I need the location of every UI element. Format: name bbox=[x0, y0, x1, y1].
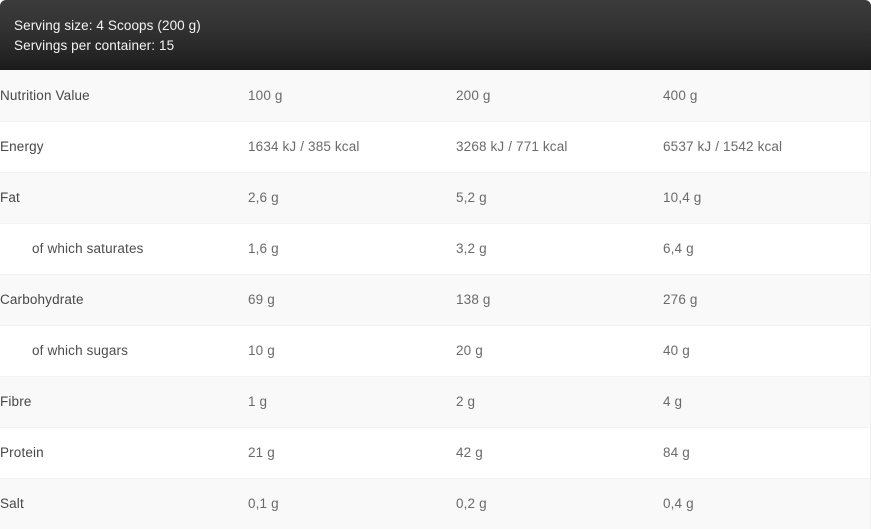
row-label: of which sugars bbox=[0, 325, 248, 377]
table-row: Protein 21 g 42 g 84 g bbox=[0, 427, 871, 479]
row-label: Carbohydrate bbox=[0, 274, 248, 326]
row-value-1: 1634 kJ / 385 kcal bbox=[248, 121, 456, 173]
row-value-1: 0,1 g bbox=[248, 478, 456, 529]
row-value-2: 20 g bbox=[456, 325, 663, 377]
row-value-3: 276 g bbox=[663, 274, 871, 326]
row-label: Salt bbox=[0, 478, 248, 529]
row-value-3: 84 g bbox=[663, 427, 871, 479]
row-value-1: 10 g bbox=[248, 325, 456, 377]
nutrition-values-table: Nutrition Value 100 g 200 g 400 g Energy 1634… bbox=[0, 70, 871, 529]
row-value-2: 200 g bbox=[456, 70, 663, 122]
row-value-3: 6537 kJ / 1542 kcal bbox=[663, 121, 871, 173]
row-label: Energy bbox=[0, 121, 248, 173]
row-label: Protein bbox=[0, 427, 248, 479]
table-row: Energy 1634 kJ / 385 kcal 3268 kJ / 771 kc… bbox=[0, 121, 871, 173]
row-value-1: 21 g bbox=[248, 427, 456, 479]
row-value-3: 40 g bbox=[663, 325, 871, 377]
row-value-3: 400 g bbox=[663, 70, 871, 122]
row-value-1: 69 g bbox=[248, 274, 456, 326]
row-label: of which saturates bbox=[0, 223, 248, 275]
table-row: of which saturates 1,6 g 3,2 g 6,4 g bbox=[0, 223, 871, 275]
row-value-2: 0,2 g bbox=[456, 478, 663, 529]
table-row: Salt 0,1 g 0,2 g 0,4 g bbox=[0, 478, 871, 529]
row-value-3: 10,4 g bbox=[663, 172, 871, 224]
row-value-2: 42 g bbox=[456, 427, 663, 479]
table-row: Fat 2,6 g 5,2 g 10,4 g bbox=[0, 172, 871, 224]
row-value-1: 2,6 g bbox=[248, 172, 456, 224]
row-value-1: 100 g bbox=[248, 70, 456, 122]
row-value-2: 3268 kJ / 771 kcal bbox=[456, 121, 663, 173]
row-value-3: 0,4 g bbox=[663, 478, 871, 529]
row-value-2: 5,2 g bbox=[456, 172, 663, 224]
row-value-1: 1,6 g bbox=[248, 223, 456, 275]
row-value-3: 6,4 g bbox=[663, 223, 871, 275]
serving-size-text: Serving size: 4 Scoops (200 g) bbox=[14, 18, 201, 33]
row-value-2: 2 g bbox=[456, 376, 663, 428]
row-value-1: 1 g bbox=[248, 376, 456, 428]
row-label: Fat bbox=[0, 172, 248, 224]
row-value-2: 3,2 g bbox=[456, 223, 663, 275]
nutrition-table-body: Nutrition Value 100 g 200 g 400 g Energy 1634… bbox=[0, 70, 871, 529]
table-row: of which sugars 10 g 20 g 40 g bbox=[0, 325, 871, 377]
servings-per-container-text: Servings per container: 15 bbox=[14, 38, 175, 53]
row-value-2: 138 g bbox=[456, 274, 663, 326]
table-row: Carbohydrate 69 g 138 g 276 g bbox=[0, 274, 871, 326]
table-row: Nutrition Value 100 g 200 g 400 g bbox=[0, 70, 871, 122]
row-label: Nutrition Value bbox=[0, 70, 248, 122]
row-label: Fibre bbox=[0, 376, 248, 428]
row-value-3: 4 g bbox=[663, 376, 871, 428]
serving-info-header: Serving size: 4 Scoops (200 g) Servings … bbox=[0, 0, 871, 70]
